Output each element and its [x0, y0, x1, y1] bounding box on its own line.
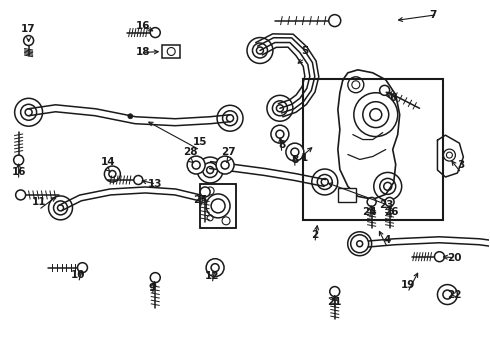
Circle shape [206, 259, 224, 276]
Text: 3: 3 [458, 160, 465, 170]
Circle shape [380, 85, 390, 95]
Text: 20: 20 [447, 253, 462, 263]
Circle shape [77, 263, 87, 273]
Text: 13: 13 [148, 179, 163, 189]
Circle shape [385, 197, 394, 206]
Text: 2: 2 [311, 230, 318, 240]
Circle shape [16, 190, 25, 200]
Circle shape [367, 197, 376, 206]
Text: 17: 17 [21, 24, 36, 33]
Bar [303, 79, 443, 220]
Text: 8: 8 [278, 140, 286, 150]
Text: 15: 15 [193, 137, 207, 147]
Bar [338, 188, 356, 202]
Text: 11: 11 [31, 197, 46, 207]
Circle shape [128, 114, 133, 119]
Circle shape [438, 285, 457, 305]
Circle shape [150, 273, 160, 283]
Text: 8: 8 [291, 155, 298, 165]
Text: 28: 28 [183, 147, 197, 157]
Bar [200, 184, 236, 228]
Circle shape [271, 125, 289, 143]
Text: 14: 14 [101, 157, 116, 167]
Bar [162, 45, 180, 58]
Text: 23: 23 [380, 200, 394, 210]
Text: 19: 19 [400, 280, 415, 289]
Text: 6: 6 [390, 93, 397, 103]
Circle shape [24, 36, 34, 45]
Text: 10: 10 [71, 270, 86, 280]
Text: 25: 25 [193, 195, 207, 205]
Text: 5: 5 [301, 45, 308, 55]
Circle shape [286, 143, 304, 161]
Text: 26: 26 [384, 207, 399, 217]
Text: 9: 9 [148, 283, 156, 293]
Text: 24: 24 [362, 207, 377, 217]
Circle shape [14, 155, 24, 165]
Circle shape [187, 156, 205, 174]
Circle shape [216, 156, 234, 174]
Text: 22: 22 [447, 289, 462, 300]
Text: 12: 12 [205, 271, 220, 281]
Circle shape [134, 176, 143, 184]
Text: 16: 16 [11, 167, 26, 177]
Text: 18: 18 [136, 48, 150, 58]
Circle shape [330, 287, 340, 297]
Circle shape [104, 166, 121, 182]
Circle shape [150, 28, 160, 37]
Bar [200, 184, 236, 228]
Circle shape [351, 235, 368, 253]
Text: 27: 27 [220, 147, 235, 157]
Text: 16: 16 [136, 21, 150, 31]
Circle shape [329, 15, 341, 27]
Text: 4: 4 [384, 235, 392, 245]
Text: 7: 7 [429, 10, 437, 20]
Circle shape [435, 252, 444, 262]
Circle shape [206, 194, 230, 218]
Text: 21: 21 [327, 297, 342, 306]
Text: 1: 1 [300, 153, 308, 163]
Circle shape [200, 187, 210, 197]
